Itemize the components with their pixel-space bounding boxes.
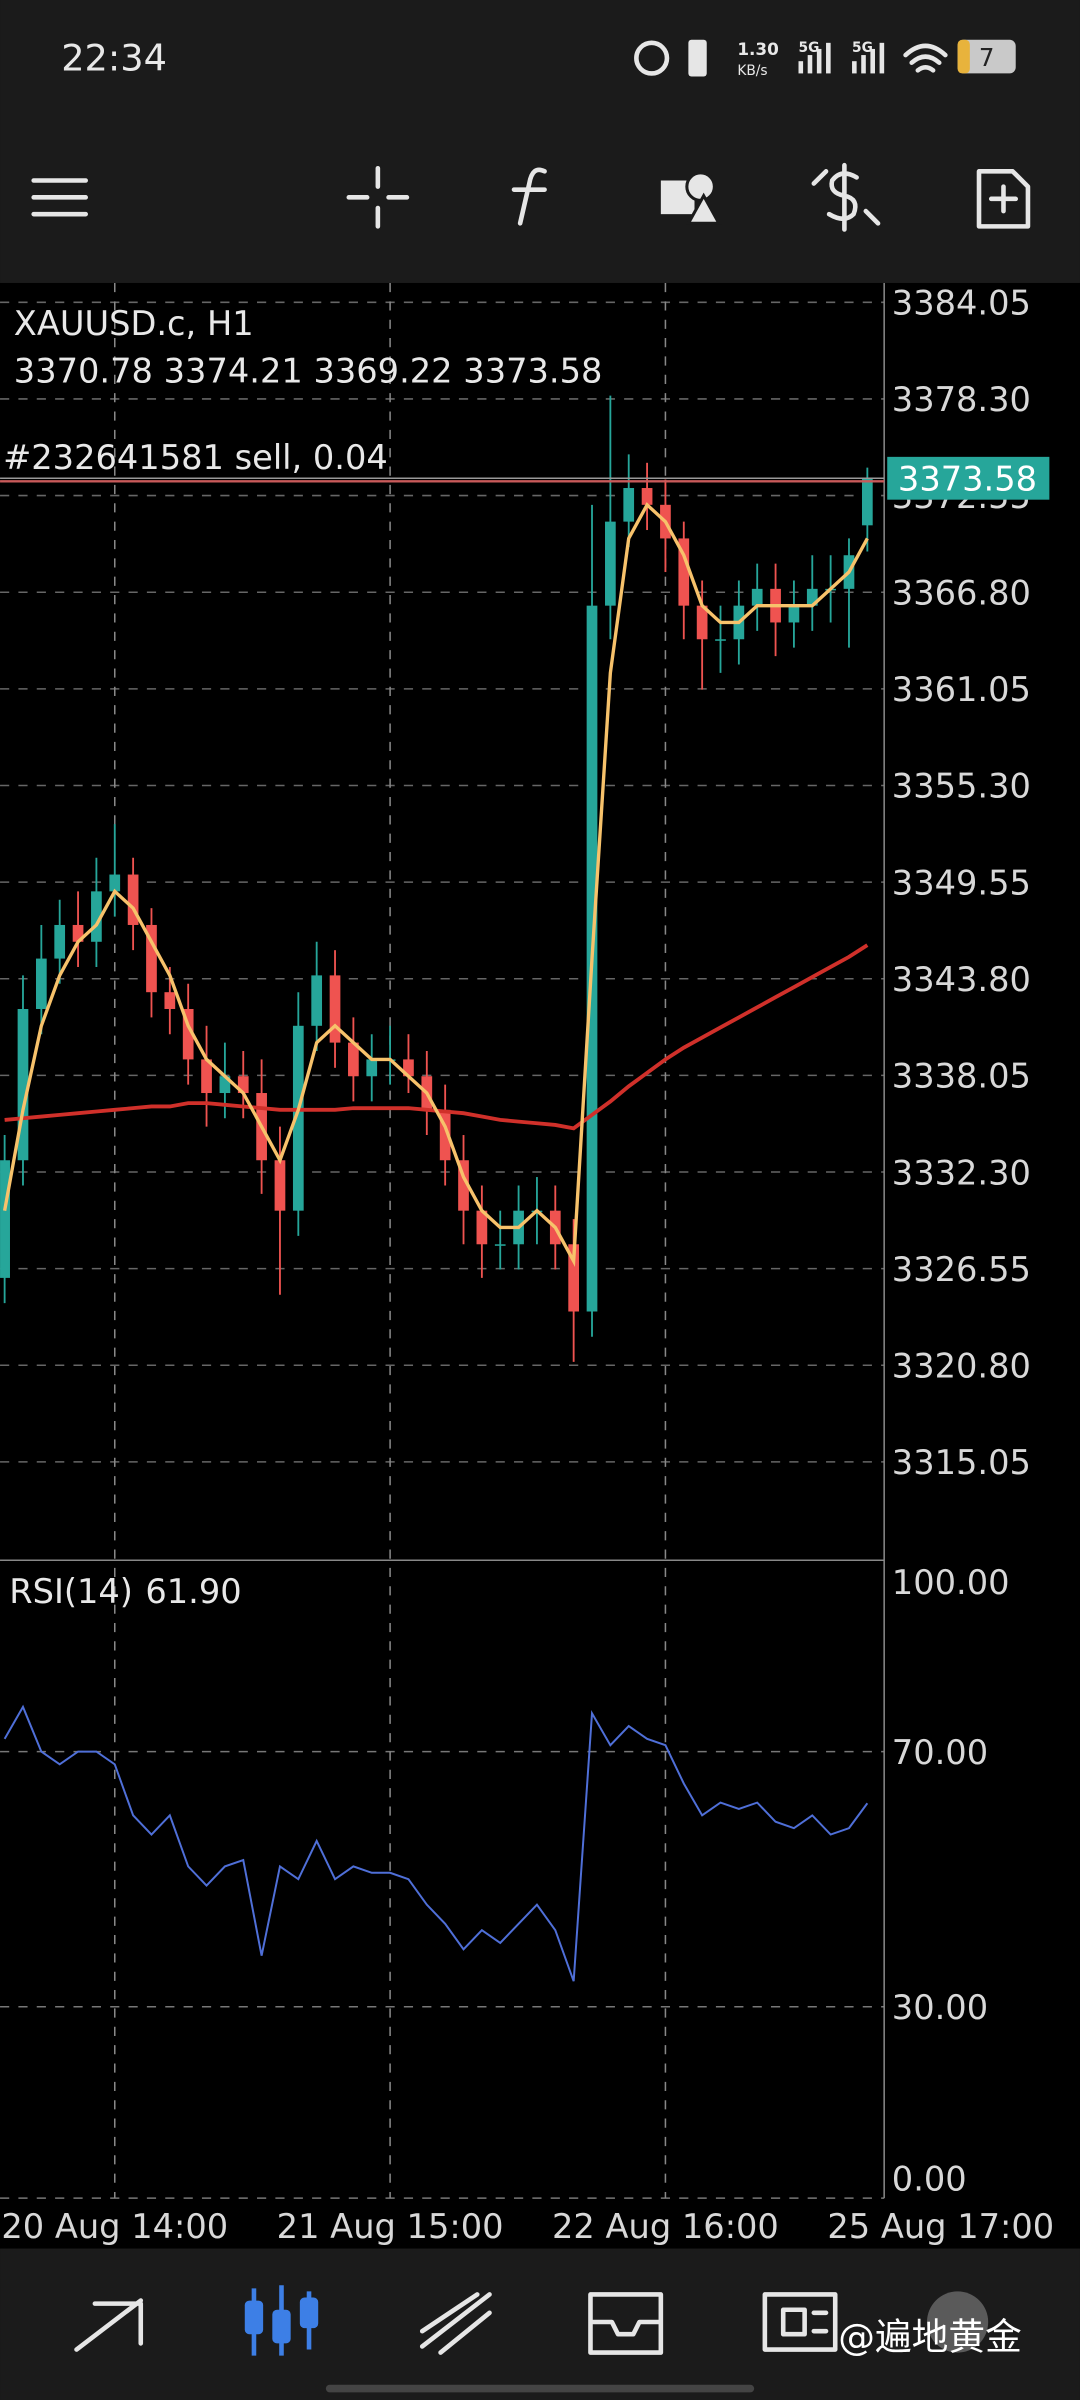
- candle-body: [476, 1210, 488, 1245]
- rsi-tick-label: 100.00: [892, 1563, 1010, 1602]
- candle-body: [696, 605, 708, 640]
- price-badge: [887, 456, 1050, 500]
- candle-body: [348, 1042, 359, 1077]
- order-label: #232641581 sell, 0.04: [3, 438, 388, 477]
- candle-body: [788, 605, 800, 623]
- candle-body: [292, 1025, 304, 1211]
- history-tab[interactable]: [588, 2292, 664, 2355]
- net-unit: KB/s: [737, 63, 767, 79]
- candle-body: [605, 521, 616, 606]
- indicators-button[interactable]: [511, 167, 547, 226]
- candle-body: [219, 1076, 231, 1094]
- candle-body: [568, 1244, 580, 1312]
- ohlc-close: 3373.58: [463, 351, 602, 390]
- candle-body: [329, 975, 341, 1043]
- sim2: 5G: [852, 40, 873, 56]
- quotes-tab[interactable]: [74, 2298, 144, 2352]
- candle-body: [861, 478, 873, 526]
- candle-body: [274, 1160, 286, 1211]
- candle-body: [237, 1076, 249, 1094]
- symbol: XAUUSD.c, H1: [14, 304, 254, 343]
- candle-body: [91, 891, 102, 942]
- candle-body: [311, 975, 323, 1026]
- y-tick-label: 3378.30: [892, 380, 1031, 419]
- rsi-tick-label: 30.00: [892, 1988, 988, 2027]
- x-tick-label: 21 Aug 15:00: [277, 2207, 504, 2246]
- y-tick-label: 3332.30: [892, 1153, 1031, 1192]
- chat-tab[interactable]: [926, 2291, 989, 2353]
- net-speed: 1.30: [737, 39, 778, 59]
- candle-body: [0, 1160, 10, 1278]
- candle-body: [403, 1059, 414, 1077]
- candle-body: [366, 1059, 378, 1077]
- ohlc-low: 3369.22: [313, 351, 452, 390]
- bottom-nav: [0, 2248, 1080, 2400]
- candle-body: [678, 538, 690, 606]
- watermark: @遍地黄金: [838, 2316, 1022, 2359]
- chart-area: 3384.053378.303372.553366.803361.053355.…: [0, 282, 1080, 2260]
- status-icons: 1.30 KB/s 5G 5G 7: [634, 39, 1016, 79]
- ohlc-line: 3370.78 3374.21 3369.22 3373.58: [14, 351, 603, 390]
- rsi-name: RSI(14): [9, 1572, 133, 1611]
- candle-body: [54, 924, 66, 959]
- ohlc-high: 3374.21: [164, 351, 303, 390]
- y-tick-label: 3355.30: [892, 767, 1031, 806]
- y-tick-label: 3361.05: [892, 670, 1031, 709]
- candle-body: [17, 1008, 29, 1161]
- candle-body: [182, 1008, 194, 1060]
- candle-body: [72, 924, 84, 942]
- trade-tab[interactable]: [419, 2292, 492, 2355]
- top-bar: [0, 0, 1080, 283]
- rsi-value: 61.90: [145, 1572, 241, 1611]
- candle-body: [146, 924, 157, 993]
- menu-button[interactable]: [31, 178, 88, 217]
- rsi-tick-label: 70.00: [892, 1733, 988, 1772]
- home-indicator: [325, 2384, 755, 2393]
- y-tick-label: 3315.05: [892, 1443, 1031, 1482]
- trade-button[interactable]: [811, 162, 881, 232]
- news-tab[interactable]: [762, 2292, 838, 2352]
- y-tick-label: 3320.80: [892, 1347, 1031, 1386]
- candle-body: [806, 588, 818, 606]
- candle-body: [164, 992, 176, 1009]
- candle-body: [35, 958, 47, 1009]
- battery-level: 7: [979, 43, 995, 72]
- y-tick-label: 3343.80: [892, 960, 1031, 999]
- candle-body: [201, 1059, 212, 1094]
- candle-body: [641, 488, 653, 505]
- y-tick-label: 3384.05: [892, 284, 1031, 323]
- new-order-button[interactable]: [976, 169, 1031, 229]
- candle-body: [494, 1244, 506, 1246]
- rsi-line: [3, 1704, 869, 1982]
- clock: 22:34: [61, 36, 167, 79]
- y-tick-label: 3366.80: [892, 573, 1031, 612]
- series-group: [0, 395, 873, 1982]
- chart-tab[interactable]: [244, 2285, 319, 2356]
- rsi-tick-label: 0.00: [892, 2159, 967, 2198]
- sim1: 5G: [799, 40, 820, 56]
- candle-body: [751, 588, 763, 606]
- plot-background: [0, 282, 1080, 2260]
- candle-body: [458, 1160, 469, 1211]
- candle-body: [127, 874, 139, 925]
- toolbar: [31, 162, 1031, 232]
- candle-body: [439, 1109, 451, 1161]
- y-tick-label: 3349.55: [892, 863, 1031, 902]
- x-tick-label: 22 Aug 16:00: [552, 2207, 779, 2246]
- x-tick-label: 25 Aug 17:00: [827, 2207, 1054, 2246]
- ohlc-open: 3370.78: [14, 351, 153, 390]
- objects-button[interactable]: [660, 171, 722, 225]
- price-badge-label: 3373.58: [898, 460, 1037, 499]
- candle-body: [109, 874, 121, 892]
- candle-body: [623, 488, 635, 522]
- candle-body: [715, 639, 726, 641]
- ma-fast-line: [2, 502, 869, 1268]
- crosshair-button[interactable]: [346, 165, 410, 229]
- x-tick-label: 20 Aug 14:00: [1, 2207, 228, 2246]
- y-tick-label: 3326.55: [892, 1250, 1031, 1289]
- y-tick-label: 3338.05: [892, 1057, 1031, 1096]
- bottom-nav-icons: [74, 2285, 989, 2356]
